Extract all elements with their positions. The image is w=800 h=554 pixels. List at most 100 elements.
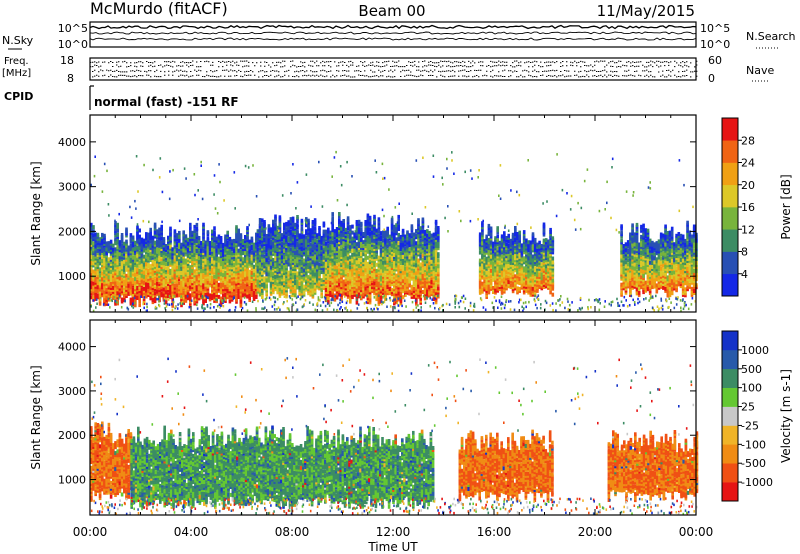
- echo-cell: [171, 275, 174, 280]
- echo-cell: [92, 281, 95, 286]
- echo-cell: [142, 248, 146, 253]
- echo-cell: [182, 238, 185, 243]
- echo-cell: [125, 261, 128, 266]
- echo-cell: [158, 243, 161, 248]
- echo-cell: [377, 217, 381, 222]
- echo-cell: [171, 265, 174, 270]
- echo-cell: [171, 303, 174, 308]
- echo-cell: [103, 280, 106, 285]
- echo-cell: [346, 216, 350, 221]
- echo-cell: [151, 288, 155, 293]
- echo-cell: [160, 232, 163, 237]
- echo-cell: [138, 252, 141, 257]
- echo-cell: [162, 279, 166, 284]
- echo-cell: [156, 239, 159, 244]
- echo-cell: [105, 243, 108, 248]
- echo-cell: [114, 221, 117, 226]
- echo-cell: [169, 268, 172, 273]
- echo-cell: [180, 242, 183, 247]
- echo-cell: [94, 232, 97, 237]
- echo-cell: [125, 253, 128, 258]
- echo-cell: [140, 277, 144, 282]
- echo-cell: [397, 214, 400, 219]
- nave-label: Nave: [746, 64, 774, 77]
- echo-cell: [116, 245, 119, 249]
- echo-cell: [149, 243, 152, 248]
- echo-cell: [103, 294, 106, 299]
- echo-cell: [134, 246, 137, 251]
- echo-cell: [105, 255, 108, 260]
- echo-cell: [368, 215, 372, 220]
- echo-cell: [186, 284, 190, 289]
- echo-cell: [145, 258, 148, 263]
- echo-cell: [167, 249, 170, 254]
- echo-cell: [184, 278, 188, 283]
- echo-cell: [263, 220, 266, 224]
- echo-cell: [105, 251, 108, 256]
- echo-cell: [300, 218, 304, 223]
- echo-cell: [138, 287, 141, 291]
- echo-cell: [142, 278, 146, 283]
- echo-cell: [125, 247, 128, 252]
- echo-cell: [147, 289, 150, 293]
- echo-cell: [109, 259, 113, 264]
- echo-cell: [173, 251, 177, 256]
- echo-cell: [300, 226, 304, 231]
- echo-cell: [134, 242, 137, 247]
- echo-cell: [171, 301, 174, 306]
- noise-panel-frame: [89, 21, 697, 48]
- echo-cell: [145, 274, 148, 279]
- echo-cell: [182, 292, 185, 297]
- echo-cell: [162, 249, 166, 254]
- echo-cell: [151, 235, 155, 240]
- echo-cell: [153, 248, 157, 253]
- echo-cell: [219, 236, 223, 240]
- echo-cell: [129, 249, 133, 254]
- echo-cell: [182, 290, 185, 295]
- echo-cell: [213, 226, 216, 231]
- echo-cell: [120, 269, 124, 274]
- echo-cell: [169, 238, 172, 243]
- echo-cell: [158, 284, 161, 289]
- echo-cell: [180, 271, 183, 275]
- echo-cell: [437, 252, 440, 257]
- echo-cell: [134, 285, 137, 290]
- echo-cell: [142, 254, 146, 259]
- echo-cell: [167, 235, 170, 240]
- echo-cell: [151, 276, 155, 280]
- echo-cell: [421, 217, 425, 222]
- echo-cell: [94, 236, 97, 241]
- echo-cell: [101, 243, 104, 247]
- noise-tick-top-right: 10^5: [700, 22, 730, 35]
- echo-cell: [173, 255, 177, 260]
- echo-cell: [123, 263, 126, 268]
- echo-cell: [169, 293, 172, 298]
- echo-cell: [140, 287, 144, 292]
- echo-cell: [164, 252, 168, 257]
- echo-cell: [118, 242, 122, 247]
- echo-cell: [158, 227, 161, 232]
- echo-cell: [153, 262, 157, 267]
- echo-cell: [109, 274, 113, 278]
- echo-cell: [98, 237, 102, 242]
- echo-cell: [114, 273, 117, 278]
- echo-cell: [160, 240, 163, 245]
- noise-trace: [89, 37, 697, 41]
- echo-cell: [114, 259, 117, 264]
- echo-cell: [235, 225, 238, 230]
- echo-cell: [96, 251, 100, 255]
- echo-cell: [114, 293, 117, 298]
- echo-cell: [178, 253, 181, 258]
- echo-cell: [129, 277, 133, 282]
- echo-cell: [107, 291, 111, 296]
- noise-panel: N.Sky 10^5 10^0 10^5 10^0 N.Search: [2, 21, 796, 51]
- echo-cell: [149, 252, 152, 256]
- echo-cell: [437, 226, 440, 230]
- echo-cell: [167, 245, 170, 250]
- echo-cell: [129, 257, 133, 262]
- echo-cell: [123, 251, 126, 256]
- echo-cell: [123, 292, 126, 297]
- echo-cell: [162, 237, 166, 242]
- echo-cell: [175, 279, 179, 284]
